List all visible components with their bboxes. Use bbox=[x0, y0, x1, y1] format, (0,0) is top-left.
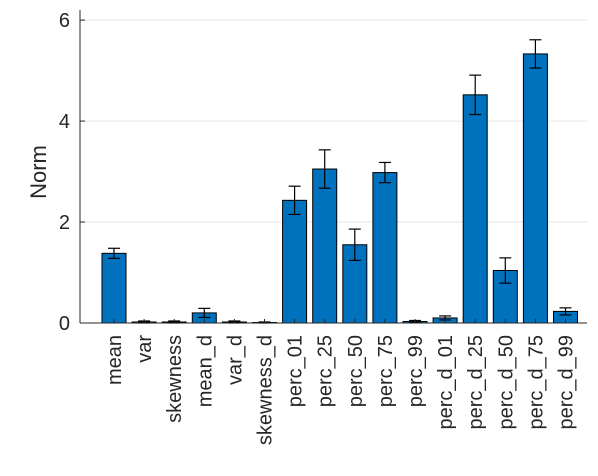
bar bbox=[282, 199, 308, 324]
axes bbox=[79, 10, 587, 324]
y-tick-label: 4 bbox=[59, 111, 70, 133]
bar bbox=[312, 168, 338, 324]
bar-series bbox=[101, 39, 578, 324]
bar bbox=[101, 252, 127, 324]
x-tick-label: mean_d bbox=[194, 335, 216, 407]
x-tick-label: perc_25 bbox=[315, 335, 337, 407]
x-tick-label: skewness_d bbox=[255, 335, 277, 445]
y-tick-label: 0 bbox=[59, 313, 70, 335]
x-tick-label: perc_01 bbox=[285, 335, 307, 407]
y-tick-label: 6 bbox=[59, 10, 70, 32]
x-tick-label: perc_d_50 bbox=[495, 335, 517, 430]
y-tick-labels: 0 2 4 6 bbox=[59, 10, 85, 335]
x-tick-label: perc_99 bbox=[405, 335, 427, 407]
x-tick-label: perc_d_75 bbox=[525, 335, 547, 430]
x-tick-labels: mean var skewness mean_d var_d skewness_d perc… bbox=[104, 319, 578, 445]
x-tick-label: perc_75 bbox=[375, 335, 397, 407]
x-tick-label: var_d bbox=[224, 335, 246, 385]
x-tick-label: perc_d_01 bbox=[435, 335, 457, 430]
y-axis-label: Norm bbox=[26, 145, 51, 199]
x-tick-label: var bbox=[134, 335, 156, 363]
y-tick-label: 2 bbox=[59, 212, 70, 234]
x-tick-label: perc_d_25 bbox=[465, 335, 487, 430]
x-tick-label: perc_d_99 bbox=[556, 335, 578, 430]
bar bbox=[522, 53, 548, 324]
x-tick-label: perc_50 bbox=[345, 335, 367, 407]
x-tick-label: skewness bbox=[164, 335, 186, 423]
x-tick-label: mean bbox=[104, 335, 126, 385]
bar bbox=[462, 94, 488, 324]
bar bbox=[372, 172, 398, 324]
